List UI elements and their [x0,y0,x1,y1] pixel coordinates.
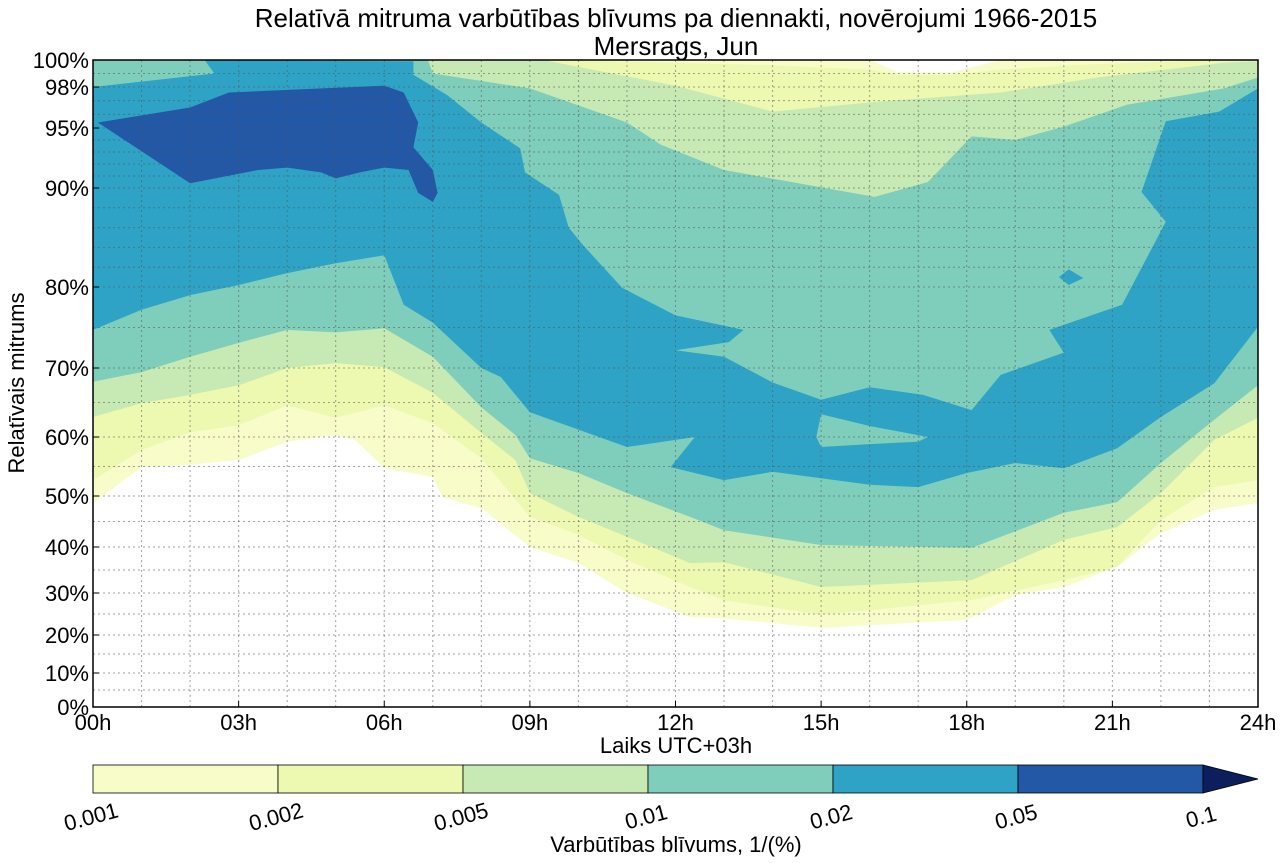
contour-level-0.01-6 [816,414,928,447]
colorbar-segment [647,764,834,794]
colorbar-tick-label: 0.01 [622,799,670,834]
x-axis-label: Laiks UTC+03h [600,733,752,758]
y-tick-label: 40% [45,535,89,560]
x-tick-label: 21h [1094,710,1131,735]
colorbar-segment [462,764,649,794]
x-tick-label: 03h [220,710,257,735]
y-tick-label: 98% [45,75,89,100]
chart-title: Relatīvā mitruma varbūtības blīvums pa d… [255,3,1098,33]
grid-lines [93,60,1258,707]
colorbar-segment [277,764,464,794]
x-tick-label: 24h [1240,710,1277,735]
y-tick-label: 20% [45,623,89,648]
y-tick-label: 60% [45,425,89,450]
y-tick-label: 50% [45,484,89,509]
contour-level-0.02-5 [1059,269,1084,285]
chart-subtitle: Mersrags, Jun [594,31,759,61]
colorbar: 0.001 0.002 0.005 0.01 0.02 0.05 0.1 [61,764,1259,836]
x-axis-ticks: 00h 03h 06h 09h 12h 15h 18h 21h 24h [75,701,1277,735]
y-tick-label: 70% [45,356,89,381]
y-tick-label: 30% [45,581,89,606]
colorbar-tick-label: 0.005 [431,798,491,836]
x-tick-label: 12h [657,710,694,735]
x-tick-label: 06h [366,710,403,735]
colorbar-tick-label: 0.002 [246,798,306,836]
colorbar-segment [832,764,1019,794]
colorbar-segment [1017,764,1204,794]
y-tick-label: 80% [45,275,89,300]
x-tick-label: 18h [948,710,985,735]
y-axis-ticks: 0% 10% 20% 30% 40% 50% 60% 70% 80% 90% 95% 98%100% [33,48,99,720]
colorbar-tick-label: 0.02 [807,799,855,834]
y-tick-label: 0% [57,695,89,720]
colorbar-segment [92,764,279,794]
x-tick-label: 09h [512,710,549,735]
x-tick-label: 15h [803,710,840,735]
y-tick-label: 100% [33,48,89,73]
colorbar-extend-arrow [1202,764,1259,794]
contour-level-0.05-7 [97,85,438,202]
colorbar-label: Varbūtības blīvums, 1/(%) [550,832,801,857]
colorbar-tick-label: 0.1 [1183,801,1219,833]
colorbar-tick-label: 0.05 [992,799,1040,834]
colorbar-tick-label: 0.001 [61,798,121,836]
y-axis-label: Relatīvais mitrums [4,293,29,474]
y-tick-label: 10% [45,661,89,686]
x-tick-label: 00h [75,710,112,735]
y-tick-label: 95% [45,116,89,141]
y-tick-label: 90% [45,176,89,201]
